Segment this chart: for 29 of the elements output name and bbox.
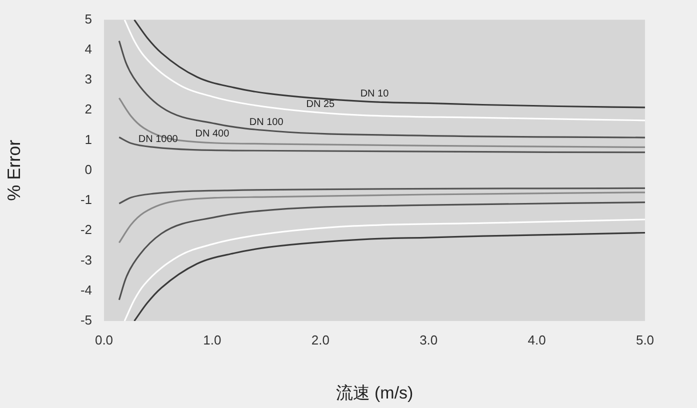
line-series	[118, 187, 645, 204]
x-tick-label: 0.0	[94, 332, 114, 348]
y-tick-label: -5	[80, 312, 92, 328]
series-label: DN 1000	[138, 134, 178, 146]
series-label: DN 400	[195, 128, 230, 140]
x-axis-title: 流速 (m/s)	[336, 383, 414, 402]
x-tick-label: 4.0	[528, 332, 546, 348]
y-tick-label: 1	[84, 132, 92, 147]
line-series	[118, 192, 645, 244]
y-tick-label: -3	[80, 252, 92, 268]
series-label: DN 10	[360, 88, 390, 100]
line-series	[118, 136, 645, 154]
y-tick-label: -1	[80, 192, 92, 208]
y-tick-label: 3	[84, 72, 92, 87]
series-label: DN 100	[249, 116, 284, 128]
line-series	[118, 202, 645, 301]
y-axis-title: % Error	[4, 140, 24, 201]
series-label: DN 25	[306, 98, 336, 110]
x-tick-label: 2.0	[311, 332, 330, 348]
y-tick-label: 5	[84, 11, 92, 26]
x-tick-label: 3.0	[420, 332, 438, 348]
y-tick-label: -4	[80, 282, 92, 298]
x-tick-label: 5.0	[636, 332, 654, 348]
y-tick-label: -2	[80, 222, 92, 238]
y-tick-label: 0	[84, 162, 92, 177]
x-tick-label: 1.0	[203, 332, 222, 348]
y-tick-label: 2	[84, 102, 92, 117]
line-series	[118, 97, 645, 148]
y-tick-label: 4	[84, 42, 92, 56]
